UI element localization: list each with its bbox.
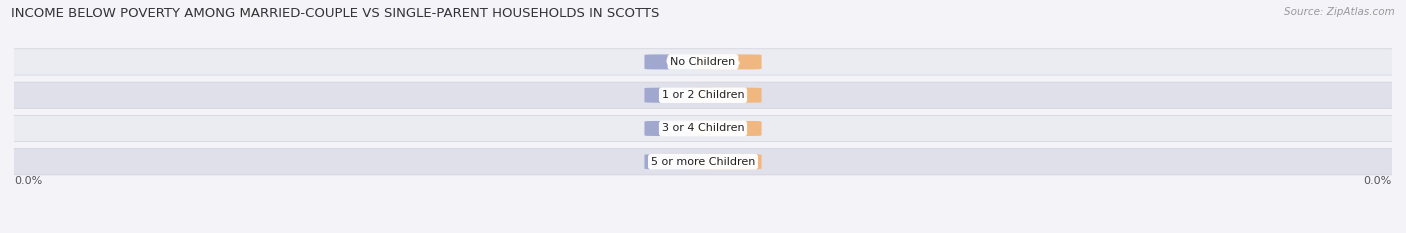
FancyBboxPatch shape xyxy=(693,154,762,169)
FancyBboxPatch shape xyxy=(0,149,1406,175)
Text: 0.0%: 0.0% xyxy=(714,123,741,134)
FancyBboxPatch shape xyxy=(644,88,713,103)
FancyBboxPatch shape xyxy=(0,115,1406,142)
FancyBboxPatch shape xyxy=(0,49,1406,75)
Text: 0.0%: 0.0% xyxy=(665,123,692,134)
FancyBboxPatch shape xyxy=(644,154,713,169)
Text: 0.0%: 0.0% xyxy=(665,157,692,167)
FancyBboxPatch shape xyxy=(644,121,713,136)
FancyBboxPatch shape xyxy=(693,88,762,103)
Text: 1 or 2 Children: 1 or 2 Children xyxy=(662,90,744,100)
Text: 0.0%: 0.0% xyxy=(714,157,741,167)
Legend: Married Couples, Single Parents: Married Couples, Single Parents xyxy=(586,230,820,233)
Text: 0.0%: 0.0% xyxy=(714,57,741,67)
Text: INCOME BELOW POVERTY AMONG MARRIED-COUPLE VS SINGLE-PARENT HOUSEHOLDS IN SCOTTS: INCOME BELOW POVERTY AMONG MARRIED-COUPL… xyxy=(11,7,659,20)
Text: No Children: No Children xyxy=(671,57,735,67)
Text: 0.0%: 0.0% xyxy=(665,90,692,100)
FancyBboxPatch shape xyxy=(644,55,713,69)
FancyBboxPatch shape xyxy=(693,55,762,69)
Text: 3 or 4 Children: 3 or 4 Children xyxy=(662,123,744,134)
FancyBboxPatch shape xyxy=(0,82,1406,108)
Text: 0.0%: 0.0% xyxy=(1364,176,1392,186)
Text: 0.0%: 0.0% xyxy=(14,176,42,186)
FancyBboxPatch shape xyxy=(693,121,762,136)
Text: 0.0%: 0.0% xyxy=(714,90,741,100)
Text: 5 or more Children: 5 or more Children xyxy=(651,157,755,167)
Text: Source: ZipAtlas.com: Source: ZipAtlas.com xyxy=(1284,7,1395,17)
Text: 0.0%: 0.0% xyxy=(665,57,692,67)
